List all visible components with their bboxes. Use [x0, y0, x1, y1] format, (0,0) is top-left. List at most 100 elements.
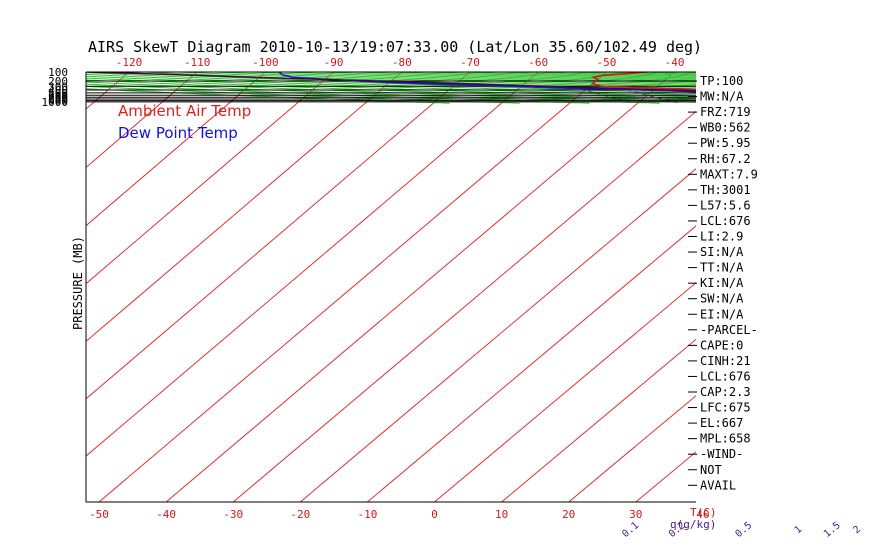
dry-adiabat-line [167, 72, 696, 91]
pressure-tick-label: 400 [48, 84, 68, 97]
isotherm-line [232, 110, 696, 502]
chart-title: AIRS SkewT Diagram 2010-10-13/19:07:33.0… [88, 38, 702, 56]
isotherm-line [86, 72, 266, 227]
index-label: EI:N/A [700, 307, 744, 321]
mixing-units-label: q(g/kg) [670, 518, 716, 531]
index-label: PW:5.95 [700, 136, 751, 150]
index-label: NOT [700, 463, 722, 477]
bottom-temp-tick-label: -20 [290, 508, 310, 521]
bottom-temp-tick-label: 0 [431, 508, 438, 521]
isotherm-line [501, 338, 696, 502]
index-label: EL:667 [700, 416, 743, 430]
isotherm-line [635, 451, 696, 502]
isotherm-line [367, 225, 696, 502]
bottom-temperature-ticks: -50 -40 -30 -20 -10 0 10 20 30 40T(C) [89, 506, 716, 521]
isotherm-line [98, 72, 607, 502]
dry-adiabat-line [237, 72, 696, 88]
top-temp-tick-label: -110 [184, 56, 211, 69]
mixing-ratio-tick-label: 0.1 [620, 520, 641, 540]
bottom-temp-tick-label: 30 [629, 508, 642, 521]
top-temperature-ticks: -120 -110 -100 -90 -80 -70 -60 -50 -40 [116, 56, 685, 69]
pressure-tick-label: 500 [48, 87, 68, 100]
top-temp-tick-label: -60 [528, 56, 548, 69]
isotherm-line [434, 282, 696, 502]
dry-adiabat-line [272, 72, 696, 87]
mixing-ratio-tick-group: 1 [793, 524, 805, 536]
index-label: CAP:2.3 [700, 385, 751, 399]
pressure-tick-label: 900 [48, 95, 68, 108]
index-label: TT:N/A [700, 261, 744, 275]
isotherm-line [86, 72, 130, 110]
isotherm-line [770, 72, 870, 502]
mixing-ratio-tick-label: 2 [851, 524, 863, 536]
index-label: TP:100 [700, 74, 743, 88]
top-temp-tick-label: -70 [460, 56, 480, 69]
pressure-tick-label: 600 [48, 89, 68, 102]
mixing-ratio-tick-labels: 0.10.20.511.5234681012152025304050q(g/kg… [620, 518, 863, 540]
dry-adiabat-line [730, 71, 870, 104]
pressure-tick-label: 800 [48, 93, 68, 106]
mixing-ratio-line [848, 90, 870, 103]
index-label: KI:N/A [700, 276, 744, 290]
index-label: MW:N/A [700, 90, 744, 104]
index-label: MAXT:7.9 [700, 167, 758, 181]
mixing-ratio-line [824, 90, 870, 103]
index-label: -PARCEL- [700, 323, 758, 337]
isotherm-line [299, 168, 696, 502]
isotherm-line [86, 72, 471, 400]
plot-area [0, 71, 870, 502]
index-label: TH:3001 [700, 183, 751, 197]
index-label: WB0:562 [700, 121, 751, 135]
temp-units-label: T(C) [690, 506, 717, 519]
index-label: MPL:658 [700, 432, 751, 446]
index-label: LI:2.9 [700, 230, 743, 244]
isotherm-line [86, 72, 539, 457]
index-label: L57:5.6 [700, 198, 751, 212]
index-label: FRZ:719 [700, 105, 751, 119]
top-temp-tick-label: -90 [324, 56, 344, 69]
legend-entry: Ambient Air Temp [118, 102, 251, 120]
top-temp-tick-label: -100 [252, 56, 279, 69]
top-temp-tick-label: -40 [665, 56, 685, 69]
index-label: CAPE:0 [700, 338, 743, 352]
mixing-ratio-tick-group: 2 [851, 524, 863, 536]
legend: Ambient Air Temp Dew Point Temp [118, 102, 251, 142]
isotherm-line [86, 72, 198, 169]
mixing-ratio-tick-group: 0.5 [733, 520, 754, 540]
mixing-ratio-line [738, 90, 798, 103]
index-label: LCL:676 [700, 369, 751, 383]
index-label: SI:N/A [700, 245, 744, 259]
dry-adiabat-line [86, 72, 696, 96]
mixing-ratio-tick-label: 1 [793, 524, 805, 536]
bottom-temp-tick-label: -10 [357, 508, 377, 521]
pressure-tick-label: 300 [48, 80, 68, 93]
mixing-ratio-tick-label: 0.5 [733, 520, 754, 540]
bottom-temp-tick-label: -30 [223, 508, 243, 521]
isotherm-line [0, 72, 61, 502]
pressure-tick-label: 200 [48, 75, 68, 88]
dry-adiabat-line [307, 72, 696, 85]
index-label: RH:67.2 [700, 152, 751, 166]
mixing-ratio-tick-label: 1.5 [822, 520, 843, 540]
index-label: LCL:676 [700, 214, 751, 228]
bottom-temp-tick-label: -50 [89, 508, 109, 521]
top-temp-tick-label: -80 [392, 56, 412, 69]
dry-adiabat-line [833, 71, 870, 104]
index-label: AVAIL [700, 478, 736, 492]
index-label: CINH:21 [700, 354, 751, 368]
y-axis-label: PRESSURE (MB) [71, 236, 85, 330]
bottom-temp-tick-label: -40 [156, 508, 176, 521]
dry-adiabat-line [765, 71, 870, 104]
dry-adiabat-line [656, 72, 696, 74]
top-temp-tick-label: -50 [596, 56, 616, 69]
isotherm-line [86, 72, 403, 343]
mixing-ratio-line [791, 90, 857, 103]
dry-adiabat-line [97, 72, 696, 94]
legend-entry: Dew Point Temp [118, 124, 238, 142]
isotherm-line [86, 72, 334, 285]
bottom-temp-tick-label: 10 [495, 508, 508, 521]
isotherm-line [837, 72, 870, 502]
mixing-ratio-line [769, 90, 832, 103]
